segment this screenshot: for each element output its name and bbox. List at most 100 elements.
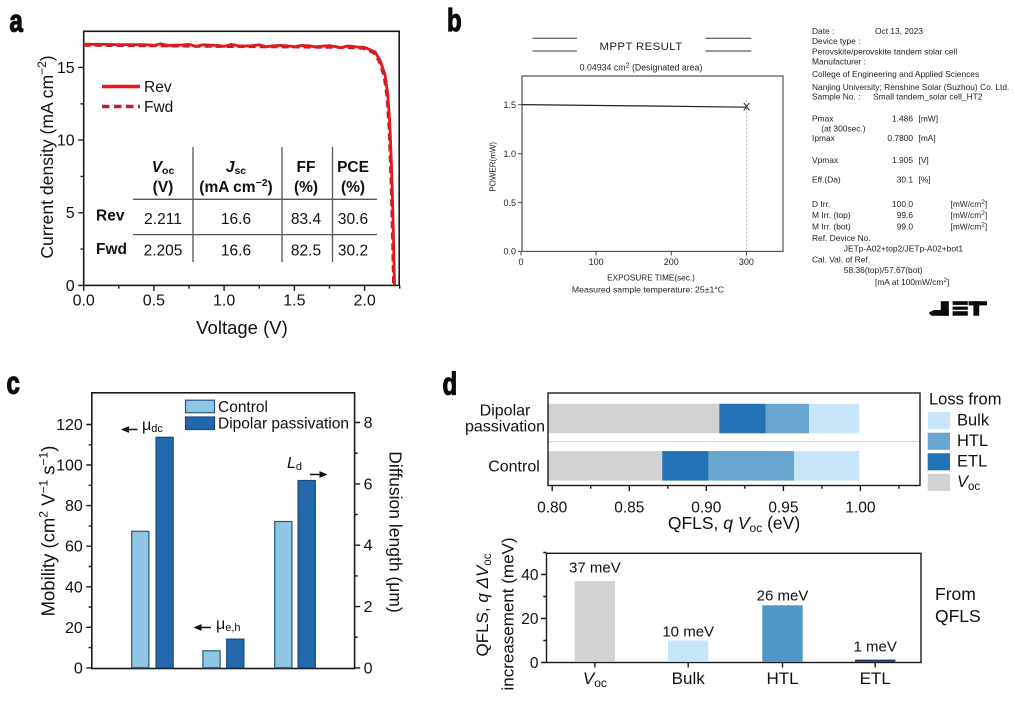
svg-text:Bulk: Bulk — [672, 669, 706, 688]
svg-text:82.5: 82.5 — [291, 243, 321, 260]
svg-text:1.00: 1.00 — [845, 500, 876, 517]
svg-text:HTL: HTL — [766, 669, 798, 688]
svg-text:100: 100 — [56, 458, 83, 475]
svg-text:0.5: 0.5 — [143, 292, 165, 309]
svg-text:Voc: Voc — [152, 159, 175, 177]
svg-text:Control: Control — [488, 459, 540, 476]
svg-text:2.211: 2.211 — [144, 211, 182, 228]
svg-text:30.2: 30.2 — [338, 243, 368, 260]
svg-text:(at 300sec.): (at 300sec.) — [812, 124, 866, 134]
svg-text:MPPT RESULT: MPPT RESULT — [599, 41, 682, 53]
svg-text:Current density (mA cm−2): Current density (mA cm−2) — [35, 55, 57, 258]
svg-text:[mW/cm2]: [mW/cm2] — [951, 221, 988, 232]
svg-text:Device type :: Device type : — [812, 36, 860, 46]
svg-text:15: 15 — [57, 60, 75, 77]
svg-text:(%): (%) — [294, 179, 318, 196]
svg-text:M Irr. (bot): M Irr. (bot) — [812, 222, 851, 232]
svg-text:ETL: ETL — [957, 453, 987, 471]
svg-text:Rev: Rev — [96, 208, 125, 225]
svg-text:1.0: 1.0 — [213, 292, 235, 309]
svg-text:16.6: 16.6 — [221, 243, 251, 260]
svg-text:Small tandem_solar cell_HT2: Small tandem_solar cell_HT2 — [873, 92, 983, 102]
svg-text:increasement (meV): increasement (meV) — [499, 537, 518, 690]
svg-text:40: 40 — [521, 567, 539, 584]
svg-text:0.85: 0.85 — [614, 500, 644, 517]
svg-text:QFLS, q ΔVoc: QFLS, q ΔVoc — [473, 553, 494, 656]
svg-text:10 meV: 10 meV — [662, 623, 714, 640]
svg-text:FF: FF — [297, 159, 316, 176]
svg-text:2.0: 2.0 — [353, 292, 375, 309]
svg-text:[mW/cm2]: [mW/cm2] — [951, 198, 988, 209]
svg-text:HTL: HTL — [957, 432, 988, 450]
svg-text:b: b — [447, 2, 462, 38]
svg-text:Diffusion length (μm): Diffusion length (μm) — [386, 451, 406, 613]
svg-text:0.04934 cm2 (Designated area): 0.04934 cm2 (Designated area) — [580, 62, 703, 73]
svg-text:Cal. Val. of Ref.: Cal. Val. of Ref. — [812, 254, 870, 264]
svg-text:0.5: 0.5 — [503, 198, 516, 208]
svg-text:(%): (%) — [341, 179, 365, 196]
svg-text:1.0: 1.0 — [503, 149, 516, 159]
svg-text:[mW]: [mW] — [919, 113, 939, 123]
svg-text:Ref. Device No.: Ref. Device No. — [812, 233, 871, 243]
svg-text:1.5: 1.5 — [283, 292, 305, 309]
svg-text:16.6: 16.6 — [221, 211, 251, 228]
svg-text:100: 100 — [589, 257, 604, 267]
svg-text:10: 10 — [57, 133, 75, 150]
svg-text:a: a — [10, 2, 24, 38]
svg-text:1 meV: 1 meV — [854, 638, 897, 655]
svg-text:Manufacturer :: Manufacturer : — [812, 57, 866, 67]
svg-text:2.205: 2.205 — [144, 243, 183, 260]
svg-text:30.6: 30.6 — [338, 211, 368, 228]
svg-text:20: 20 — [521, 611, 539, 628]
svg-text:Rev: Rev — [144, 79, 172, 96]
svg-text:From: From — [935, 584, 976, 604]
svg-text:POWER(mW): POWER(mW) — [489, 142, 498, 192]
svg-text:6: 6 — [364, 476, 373, 493]
svg-text:Nanjing University; Renshine S: Nanjing University; Renshine Solar (Suzh… — [812, 82, 1009, 92]
svg-text:99.6: 99.6 — [897, 210, 914, 220]
svg-text:c: c — [7, 364, 20, 400]
svg-text:1.5: 1.5 — [503, 100, 516, 110]
svg-text:0.0: 0.0 — [73, 292, 95, 309]
svg-text:Loss from: Loss from — [929, 391, 1001, 409]
svg-text:120: 120 — [56, 417, 83, 434]
svg-text:[%]: [%] — [919, 175, 931, 185]
svg-text:1.905: 1.905 — [892, 155, 913, 165]
svg-text:30.1: 30.1 — [897, 175, 914, 185]
svg-text:[mA at 100mW/cm2]: [mA at 100mW/cm2] — [875, 276, 949, 287]
svg-text:d: d — [443, 365, 458, 401]
svg-text:58.36(top)/57.67(bot): 58.36(top)/57.67(bot) — [844, 265, 923, 275]
svg-text:0: 0 — [74, 660, 83, 677]
svg-text:37 meV: 37 meV — [569, 560, 621, 577]
svg-text:(mA cm−2): (mA cm−2) — [199, 177, 272, 196]
svg-text:2: 2 — [364, 599, 373, 616]
svg-text:0: 0 — [364, 660, 373, 677]
svg-text:0.7800: 0.7800 — [887, 133, 913, 143]
svg-text:Date :: Date : — [812, 26, 834, 36]
svg-text:5: 5 — [66, 205, 75, 222]
svg-text:0.95: 0.95 — [768, 500, 798, 517]
svg-text:40: 40 — [65, 579, 83, 596]
svg-text:200: 200 — [664, 257, 679, 267]
svg-text:80: 80 — [65, 498, 83, 515]
svg-text:Bulk: Bulk — [957, 412, 990, 430]
svg-text:0: 0 — [518, 257, 523, 267]
svg-text:Fwd: Fwd — [96, 241, 127, 258]
svg-text:Fwd: Fwd — [144, 99, 173, 116]
svg-text:QFLS: QFLS — [935, 606, 981, 626]
svg-text:(V): (V) — [153, 179, 174, 196]
svg-text:Mobility (cm2 V−1 s−1): Mobility (cm2 V−1 s−1) — [37, 446, 59, 617]
svg-text:Voltage (V): Voltage (V) — [196, 317, 288, 338]
svg-text:X: X — [743, 102, 751, 114]
svg-text:Oct 13, 2023: Oct 13, 2023 — [875, 26, 923, 36]
svg-text:Measured sample temperature: 2: Measured sample temperature: 25±1°C — [572, 285, 724, 295]
svg-text:0.0: 0.0 — [503, 247, 516, 257]
svg-text:EXPOSURE TIME(sec.): EXPOSURE TIME(sec.) — [607, 274, 695, 283]
svg-text:0: 0 — [66, 278, 75, 295]
svg-text:PCE: PCE — [337, 159, 369, 176]
svg-text:83.4: 83.4 — [291, 211, 322, 228]
svg-text:[V]: [V] — [919, 155, 929, 165]
svg-text:8: 8 — [364, 415, 373, 432]
svg-text:100.0: 100.0 — [892, 199, 913, 209]
svg-text:passivation: passivation — [465, 419, 545, 436]
